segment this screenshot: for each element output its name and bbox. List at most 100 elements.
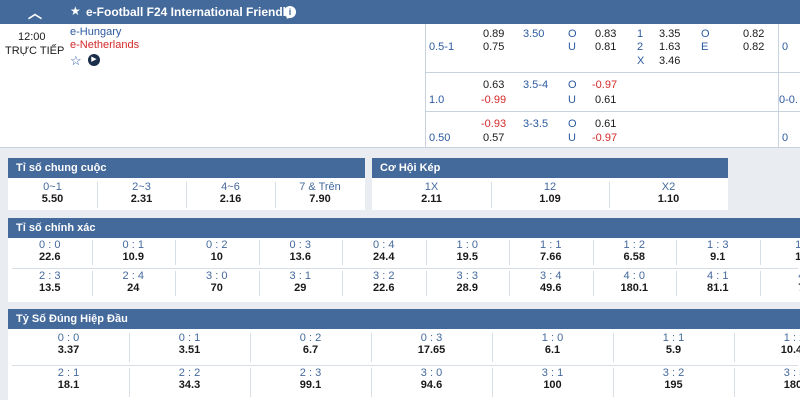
handicap-home-odds[interactable]: 0.63 (483, 79, 505, 91)
cell-label: 1X (424, 181, 439, 193)
odd-even-odds[interactable]: 0.82 (743, 28, 765, 40)
odds-cell[interactable]: 3 : 3180. (734, 367, 800, 391)
league-title: e-Football F24 International Friendly (86, 5, 293, 19)
divider (425, 271, 427, 296)
odds-cell[interactable]: 3 : 4 49.6 (509, 270, 593, 294)
x12-odds[interactable]: 3.35 (659, 28, 681, 40)
odds-cell[interactable]: 2 : 1 18.1 (8, 367, 129, 391)
chevron-up-icon[interactable]: ︿ (28, 5, 42, 21)
section-title: Tỷ Số Đúng Hiệp Đầu (8, 309, 800, 329)
odds-cell[interactable]: 0 : 3 13.6 (259, 239, 343, 263)
cell-label: 3 : 0 (420, 367, 443, 379)
odds-cell[interactable]: 4~6 2.16 (186, 181, 275, 205)
cell-label: X2 (661, 181, 676, 193)
over-odds[interactable]: -0.97 (592, 79, 618, 91)
favorite-star-icon[interactable]: ☆ (70, 53, 82, 68)
odds-cell[interactable]: 0 : 2 10 (175, 239, 259, 263)
handicap-away-odds[interactable]: 0.75 (483, 41, 505, 53)
under-odds[interactable]: -0.97 (592, 132, 618, 144)
odds-cell[interactable]: 3 : 0 70 (175, 270, 259, 294)
odds-cell[interactable]: 2 : 3 13.5 (8, 270, 92, 294)
handicap-away-odds[interactable]: -0.99 (481, 94, 507, 106)
handicap-home-odds[interactable]: 0.89 (483, 28, 505, 40)
odds-cell[interactable]: 0 : 3 17.65 (371, 332, 492, 356)
cell-value: 2.31 (130, 193, 153, 205)
away-team[interactable]: e-Netherlands (70, 39, 140, 51)
odd-even-key: O (701, 28, 710, 40)
odds-cell[interactable]: 12 1.09 (491, 181, 609, 205)
league-header[interactable]: ︿ ★ e-Football F24 International Friendl… (0, 0, 800, 24)
cell-value: 6.58 (623, 251, 645, 263)
cell-label: 4 : 1 (707, 270, 729, 282)
odds-cell[interactable]: 1 : 3 9.1 (676, 239, 760, 263)
odds-cell[interactable]: 4 : 0 180.1 (593, 270, 677, 294)
odds-cell[interactable]: 1 : 1 7.66 (509, 239, 593, 263)
odds-cell[interactable]: 1 : 210.45 (734, 332, 800, 356)
odds-cell[interactable]: 1 : 0 19.5 (426, 239, 510, 263)
odds-cell[interactable]: 1 :18 (760, 239, 800, 263)
over-odds[interactable]: 0.61 (595, 118, 617, 130)
odds-cell[interactable]: 0 : 1 10.9 (92, 239, 176, 263)
cell-label: 1 : 0 (456, 239, 478, 251)
handicap-line: 1.0 (429, 94, 445, 106)
cell-label: 3 : 0 (206, 270, 228, 282)
x12-odds[interactable]: 3.46 (659, 55, 681, 67)
handicap-line: 0.5-1 (429, 41, 455, 53)
odds-cell[interactable]: 2 : 3 99.1 (250, 367, 371, 391)
star-icon[interactable]: ★ (70, 4, 81, 18)
odds-cell[interactable]: 0 : 0 22.6 (8, 239, 92, 263)
handicap-home-odds[interactable]: -0.93 (481, 118, 507, 130)
cell-value: 9.1 (710, 251, 726, 263)
divider (425, 240, 427, 265)
odds-cell[interactable]: 0~1 5.50 (8, 181, 97, 205)
odds-cell[interactable]: 1 : 2 6.58 (593, 239, 677, 263)
odds-cell[interactable]: 2 : 2 34.3 (129, 367, 250, 391)
cell-label: 2 : 1 (57, 367, 80, 379)
odds-cell[interactable]: 3 : 1 100 (492, 367, 613, 391)
cell-label: 0 : 1 (178, 332, 201, 344)
divider (371, 333, 372, 362)
home-team[interactable]: e-Hungary (70, 26, 122, 38)
odd-even-odds[interactable]: 0.82 (743, 41, 765, 53)
cell-value: 7.66 (540, 251, 562, 263)
x12-odds[interactable]: 1.63 (659, 41, 681, 53)
cell-label: 1 : 2 (623, 239, 645, 251)
odds-cell[interactable]: 3 : 1 29 (259, 270, 343, 294)
divider (425, 24, 426, 148)
odds-cell[interactable]: 1X 2.11 (372, 181, 491, 205)
divider (275, 182, 276, 208)
odds-cell[interactable]: X2 1.10 (609, 181, 728, 205)
divider (97, 182, 98, 208)
over-label: O (568, 79, 577, 91)
under-odds[interactable]: 0.81 (595, 41, 617, 53)
divider (759, 240, 761, 265)
odds-cell[interactable]: 1 : 0 6.1 (492, 332, 613, 356)
odds-cell[interactable]: 3 : 2 22.6 (342, 270, 426, 294)
cell-value: 28.9 (456, 282, 478, 294)
x12-key: 2 (637, 41, 644, 53)
play-icon[interactable]: ▶ (88, 54, 100, 66)
odds-cell[interactable]: 7 & Trên 7.90 (275, 181, 365, 205)
odds-cell[interactable]: 0 : 2 6.7 (250, 332, 371, 356)
odds-cell[interactable]: 2~3 2.31 (97, 181, 186, 205)
info-icon[interactable]: i (284, 6, 296, 18)
odds-cell[interactable]: 0 : 0 3.37 (8, 332, 129, 356)
under-label: U (568, 41, 576, 53)
odds-cell[interactable]: 3 : 2 195 (613, 367, 734, 391)
handicap-away-odds[interactable]: 0.57 (483, 132, 505, 144)
halftime-score-section: Tỷ Số Đúng Hiệp Đầu 0 : 0 3.37 0 : 1 3.51 0 … (8, 309, 800, 400)
odds-cell[interactable]: 0 : 1 3.51 (129, 332, 250, 356)
cell-label: 2 : 2 (178, 367, 201, 379)
odds-cell[interactable]: 1 : 1 5.9 (613, 332, 734, 356)
over-odds[interactable]: 0.83 (595, 28, 617, 40)
odds-cell[interactable]: 3 : 3 28.9 (426, 270, 510, 294)
cell-label: 0~1 (43, 181, 62, 193)
cell-label: 0 : 2 (206, 239, 228, 251)
odds-cell[interactable]: 2 : 4 24 (92, 270, 176, 294)
odds-cell[interactable]: 0 : 4 24.4 (342, 239, 426, 263)
odds-cell[interactable]: 3 : 0 94.6 (371, 367, 492, 391)
odds-cell[interactable]: 47 (760, 270, 800, 294)
under-odds[interactable]: 0.61 (595, 94, 617, 106)
odds-cell[interactable]: 4 : 1 81.1 (676, 270, 760, 294)
divider (613, 333, 614, 362)
